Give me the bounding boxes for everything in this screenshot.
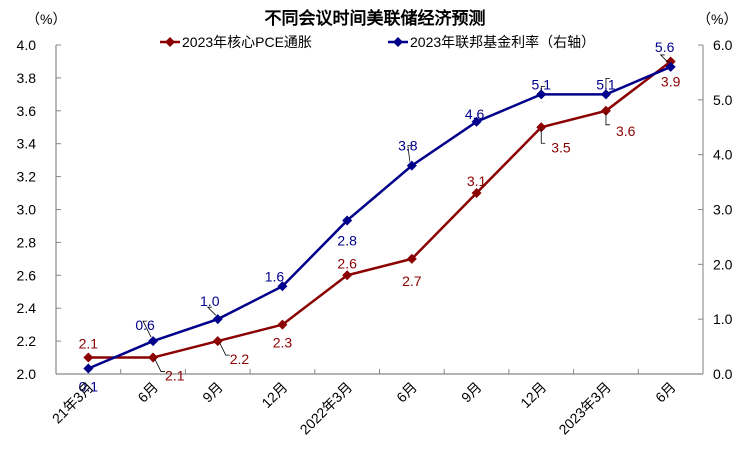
data-point-marker: [406, 160, 417, 171]
data-point-marker: [600, 105, 611, 116]
data-point-marker: [665, 56, 676, 67]
x-axis-label: 21年3月: [49, 379, 97, 427]
fed-rate-data-label: 0.1: [79, 379, 99, 395]
fed-rate-data-label: 1.0: [200, 293, 220, 309]
fed-rate-line: [87, 65, 672, 370]
fed-rate-data-label: 5.1: [596, 76, 616, 92]
x-axis-label: 6月: [393, 379, 420, 406]
diamond-marker-icon: [393, 37, 403, 47]
x-axis-label: 2022年3月: [297, 379, 356, 438]
left-axis-tick: 2.8: [17, 234, 37, 250]
data-point-marker: [665, 61, 676, 72]
pce-data-label: 2.3: [273, 335, 293, 351]
data-point-marker: [212, 314, 223, 325]
right-axis-tick: 4.0: [713, 147, 733, 163]
x-axis-labels: 21年3月 6月 9月 12月 2022年3月 6月 9月 12月 2023年3月 6月: [49, 379, 679, 438]
right-axis-unit: （%）: [697, 11, 737, 27]
legend-item-fed-rate: 2023年联邦基金利率（右轴）: [388, 34, 595, 50]
legend-label-fed-rate: 2023年联邦基金利率（右轴）: [410, 34, 595, 50]
data-point-marker: [600, 89, 611, 100]
right-axis-tick: 5.0: [713, 92, 733, 108]
left-axis-tick: 3.0: [17, 202, 37, 218]
data-point-marker: [83, 363, 94, 374]
pce-line: [88, 60, 672, 359]
fed-rate-data-label: 0.6: [135, 317, 155, 333]
fed-rate-data-label: 3.8: [398, 138, 418, 154]
data-point-marker: [471, 188, 482, 199]
data-point-marker: [536, 89, 547, 100]
legend: 2023年核心PCE通胀 2023年联邦基金利率（右轴）: [160, 34, 595, 50]
data-point-marker: [148, 336, 159, 347]
x-axis-label: 12月: [258, 379, 290, 411]
fed-rate-data-label: 4.6: [465, 106, 485, 122]
pce-data-label: 2.1: [165, 368, 185, 384]
left-axis-tick: 4.0: [17, 37, 37, 53]
pce-data-label: 3.6: [616, 123, 636, 139]
fed-rate-data-label: 1.6: [265, 268, 285, 284]
data-point-marker: [471, 116, 482, 127]
pce-data-label: 2.6: [337, 255, 357, 271]
left-axis-tick: 3.6: [17, 103, 37, 119]
x-axis-label: 9月: [199, 379, 226, 406]
chart-title: 不同会议时间美联储经济预测: [265, 8, 486, 28]
data-point-marker: [277, 281, 288, 292]
x-axis-label: 12月: [517, 379, 549, 411]
right-axis-tick: 0.0: [713, 366, 733, 382]
pce-data-label: 3.9: [661, 73, 681, 89]
right-axis-tick: 6.0: [713, 37, 733, 53]
data-point-marker: [83, 352, 94, 363]
x-axis-label: 9月: [458, 379, 485, 406]
data-point-marker: [277, 319, 288, 330]
right-axis-tick: 2.0: [713, 256, 733, 272]
right-axis-tick: 3.0: [713, 202, 733, 218]
left-axis-unit: （%）: [26, 11, 66, 27]
left-axis-tick: 2.0: [17, 366, 37, 382]
pce-data-label: 2.1: [79, 336, 99, 352]
left-axis-tick: 2.6: [17, 267, 37, 283]
right-axis-tick: 1.0: [713, 311, 733, 327]
pce-data-label: 2.2: [230, 351, 250, 367]
series: [83, 56, 676, 374]
data-point-marker: [342, 270, 353, 281]
data-point-marker: [406, 253, 417, 264]
legend-item-pce: 2023年核心PCE通胀: [160, 34, 312, 50]
pce-data-label: 2.7: [402, 273, 422, 289]
data-labels: 2.1 2.1 2.2 2.3 2.6 2.7 3.1 3.5 3.6 3.9 0.1 0.6 1.0 1…: [79, 39, 681, 395]
x-axis-label: 2023年3月: [555, 379, 614, 438]
fed-rate-data-label: 5.1: [532, 76, 552, 92]
legend-label-pce: 2023年核心PCE通胀: [182, 34, 312, 50]
left-axis-tick: 2.2: [17, 333, 37, 349]
left-axis-tick: 2.4: [17, 300, 37, 316]
left-axis-tick: 3.8: [17, 70, 37, 86]
pce-data-label: 3.5: [551, 139, 571, 155]
fed-rate-data-label: 2.8: [337, 232, 357, 248]
x-axis-label: 6月: [134, 379, 161, 406]
data-point-marker: [148, 352, 159, 363]
data-point-marker: [536, 122, 547, 133]
left-axis-tick: 3.2: [17, 169, 37, 185]
left-axis-tick: 3.4: [17, 136, 37, 152]
fed-rate-data-label: 5.6: [655, 39, 675, 55]
axes: 2.0 2.2 2.4 2.6 2.8 3.0 3.2 3.4 3.6 3.8 4.0 0.0 1.0 2…: [17, 37, 733, 382]
diamond-marker-icon: [165, 37, 175, 47]
data-point-marker: [342, 215, 353, 226]
data-point-marker: [212, 336, 223, 347]
pce-data-label: 3.1: [467, 173, 487, 189]
x-axis-label: 6月: [652, 379, 679, 406]
